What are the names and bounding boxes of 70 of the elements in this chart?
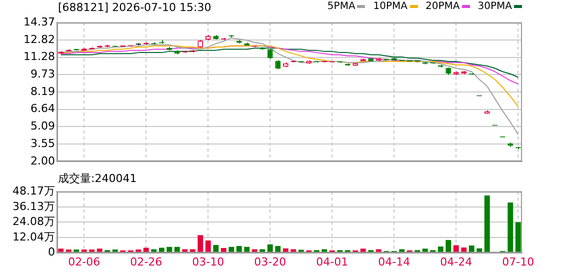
bar <box>252 249 258 252</box>
bar <box>74 249 80 252</box>
x-tick-label: 02-06 <box>68 255 100 268</box>
bar <box>275 246 281 252</box>
bar <box>66 249 72 252</box>
legend-label: 5PMA <box>327 1 356 12</box>
y-tick-label: 14.37 <box>24 15 55 28</box>
x-tick-label: 07-10 <box>502 255 534 268</box>
legend-label: 20PMA <box>426 1 461 12</box>
legend-label: 30PMA <box>478 1 513 12</box>
x-tick-label: 03-20 <box>254 255 286 268</box>
bar <box>96 248 102 252</box>
bar <box>182 249 188 252</box>
bar <box>158 248 164 252</box>
bar <box>290 249 296 252</box>
bar <box>484 196 490 252</box>
y-tick-label: 5.09 <box>30 120 55 133</box>
y-tick-label: 48.17万 <box>12 184 55 198</box>
bar <box>112 249 118 252</box>
bar <box>58 248 64 252</box>
bar <box>174 246 180 252</box>
bar <box>220 248 226 252</box>
x-tick-label: 04-14 <box>378 255 410 268</box>
bar <box>376 249 382 252</box>
bar <box>360 248 366 252</box>
y-tick-label: 12.04万 <box>12 230 55 244</box>
y-tick-label: 12.82 <box>24 32 55 46</box>
bar <box>166 246 172 252</box>
x-tick-label: 03-10 <box>192 255 224 268</box>
y-tick-label: 9.73 <box>30 68 55 81</box>
x-tick-label: 04-01 <box>316 255 348 268</box>
bar <box>228 246 234 252</box>
y-tick-label: 6.64 <box>30 102 55 116</box>
bar <box>282 248 288 252</box>
bar <box>461 247 467 252</box>
y-tick-label: 2.00 <box>30 154 55 168</box>
bar <box>399 249 405 252</box>
bar <box>322 249 328 252</box>
bar <box>508 202 514 252</box>
bar <box>81 249 87 252</box>
bar <box>422 248 428 252</box>
y-tick-label: 11.28 <box>24 50 55 64</box>
chart-title: 成交量:240041 <box>58 171 137 186</box>
x-tick-label: 04-24 <box>440 255 472 268</box>
bar <box>476 248 482 252</box>
bar <box>151 249 157 252</box>
bar <box>515 222 521 252</box>
bar <box>453 245 459 252</box>
y-tick-label: 0 <box>48 246 55 259</box>
x-tick-label: 02-26 <box>130 255 162 268</box>
bar <box>267 244 273 252</box>
y-tick-label: 8.19 <box>30 84 55 98</box>
bar <box>89 249 95 252</box>
bar <box>446 240 452 252</box>
y-tick-label: 3.55 <box>30 136 55 150</box>
bar <box>213 245 219 252</box>
bar <box>205 240 211 252</box>
bar <box>143 248 149 252</box>
bar <box>190 249 196 252</box>
bar <box>198 235 204 252</box>
legend-label: 10PMA <box>373 1 409 12</box>
bar <box>468 246 474 252</box>
bar <box>438 246 444 252</box>
chart-title: [688121] 2026-07-10 15:30 <box>58 1 212 14</box>
y-tick-label: 36.13万 <box>12 200 55 213</box>
bar <box>244 246 250 252</box>
bar <box>136 249 142 252</box>
bar <box>260 249 266 252</box>
bar <box>236 246 242 252</box>
y-tick-label: 24.08万 <box>12 215 55 228</box>
